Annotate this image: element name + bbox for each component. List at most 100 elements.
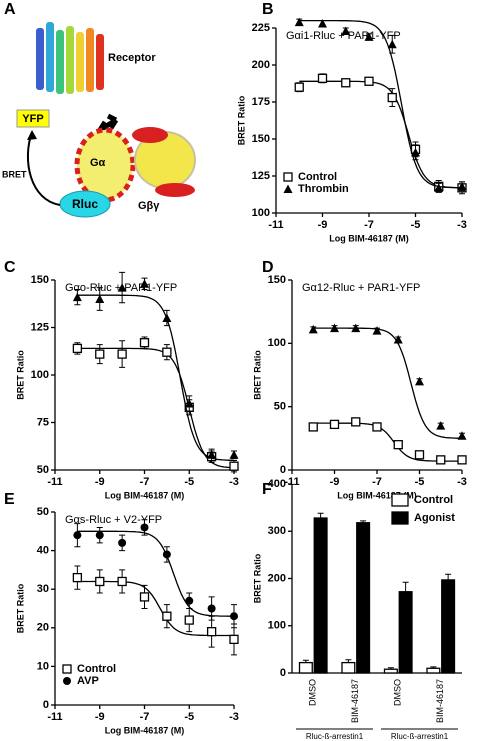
group-label: Rluc-ß-arrestin1 <box>391 732 449 741</box>
y-tick-label: 50 <box>37 506 49 518</box>
x-axis-label: Log BIM-46187 (M) <box>329 233 409 243</box>
error-bar <box>317 512 324 519</box>
chart-title: Gαs-Rluc + V2-YFP <box>65 514 162 526</box>
bar <box>383 668 398 674</box>
bar <box>426 667 441 674</box>
fit-curve <box>299 19 463 189</box>
marker <box>162 313 172 322</box>
x-axis-label: Log BIM-46187 (M) <box>337 490 417 500</box>
marker <box>308 324 318 334</box>
x-tick-label: -5 <box>415 476 425 488</box>
fit-curve <box>77 530 234 617</box>
y-tick-label: 100 <box>31 369 49 381</box>
y-tick-label: 50 <box>37 464 49 476</box>
marker <box>457 455 467 465</box>
marker <box>72 343 83 354</box>
yfp-label: YFP <box>22 113 43 125</box>
group-label: Rluc-ß-arrestin1 <box>306 732 364 741</box>
error-bar <box>445 573 452 580</box>
x-tick-label: -3 <box>457 219 467 231</box>
gbetagamma-label: Gβγ <box>138 200 160 212</box>
bret-arrow <box>26 131 61 206</box>
marker <box>184 399 194 408</box>
marker <box>294 17 304 27</box>
receptor-label: Receptor <box>108 52 156 64</box>
y-tick-label: 0 <box>280 667 286 679</box>
y-tick-label: 10 <box>37 660 49 672</box>
legend-marker <box>63 677 71 685</box>
marker <box>139 338 150 348</box>
bar <box>441 579 456 674</box>
y-tick-label: 400 <box>268 478 286 490</box>
y-tick-label: 150 <box>268 274 286 286</box>
marker <box>229 450 239 459</box>
y-tick-label: 125 <box>252 170 270 182</box>
bar <box>313 517 328 674</box>
legend-label: Control <box>298 171 337 183</box>
x-tick-label: -5 <box>411 219 421 231</box>
error-bar <box>402 581 409 592</box>
x-axis-label: Log BIM-46187 (M) <box>105 490 185 500</box>
marker <box>318 19 327 28</box>
marker <box>229 634 239 645</box>
marker <box>364 76 374 86</box>
y-axis-label: BRET Ratio <box>236 95 246 145</box>
marker <box>117 283 127 292</box>
x-tick-label: BIM-46187 <box>435 679 445 723</box>
marker <box>229 461 239 471</box>
galpha-label: Gα <box>90 157 106 169</box>
marker <box>140 279 149 288</box>
marker <box>162 611 172 621</box>
marker <box>206 627 217 637</box>
marker <box>95 349 105 359</box>
marker <box>140 523 149 532</box>
marker <box>329 419 340 430</box>
marker <box>341 26 351 35</box>
marker <box>185 596 194 605</box>
panel-label: D <box>262 259 274 276</box>
panel-label: A <box>4 1 16 18</box>
panel-label: B <box>262 1 274 18</box>
marker <box>411 147 420 157</box>
legend-swatch <box>391 511 409 525</box>
receptor-structure <box>36 22 104 94</box>
marker <box>230 612 238 621</box>
x-tick-label: -9 <box>330 476 340 488</box>
marker <box>341 78 351 88</box>
chart-title: Gα12-Rluc + PAR1-YFP <box>302 282 420 294</box>
y-tick-label: 175 <box>252 96 270 108</box>
marker <box>95 531 104 540</box>
y-axis-label: BRET Ratio <box>15 583 25 633</box>
legend-label: Thrombin <box>298 183 349 195</box>
y-axis-label: BRET Ratio <box>252 553 262 603</box>
y-tick-label: 150 <box>31 274 49 286</box>
panel-label: E <box>4 491 15 508</box>
x-tick-label: -9 <box>95 711 105 723</box>
diagram: A Receptor Gα Gβγ YFP Rluc BRET <box>2 1 196 218</box>
legend-marker <box>62 664 72 674</box>
marker <box>415 376 424 386</box>
rluc-label: Rluc <box>72 197 98 211</box>
marker <box>207 604 216 613</box>
bret-label: BRET <box>2 169 27 179</box>
bar <box>298 661 313 674</box>
x-tick-label: -5 <box>184 476 194 488</box>
y-tick-label: 40 <box>37 545 49 557</box>
legend-marker <box>283 184 293 193</box>
marker <box>387 92 397 103</box>
marker <box>364 32 374 41</box>
legend-label: Control <box>414 494 453 506</box>
legend-label: Control <box>77 663 116 675</box>
bar <box>341 661 356 674</box>
x-tick-label: -11 <box>47 711 62 723</box>
y-tick-label: 100 <box>268 620 286 632</box>
y-tick-label: 300 <box>268 525 286 537</box>
marker <box>294 82 304 92</box>
y-tick-label: 30 <box>37 583 49 595</box>
x-tick-label: -11 <box>284 476 299 488</box>
x-tick-label: -3 <box>229 476 239 488</box>
bar <box>356 522 371 674</box>
marker <box>434 183 444 192</box>
x-tick-label: DMSO <box>308 679 318 706</box>
